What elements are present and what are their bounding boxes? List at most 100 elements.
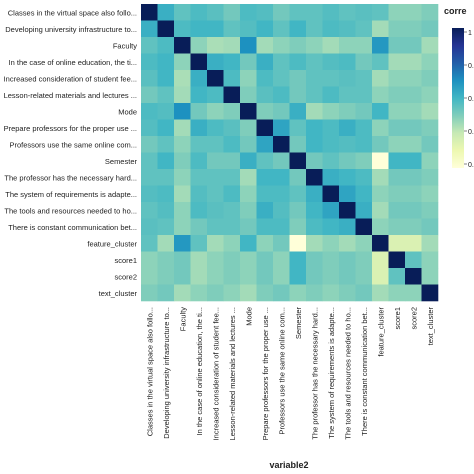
heatmap-cell xyxy=(240,152,257,170)
heatmap-cell xyxy=(405,136,422,153)
heatmap-cell xyxy=(190,20,208,38)
heatmap-cell xyxy=(207,53,224,71)
heatmap-cell xyxy=(141,202,158,219)
heatmap-cell xyxy=(273,70,290,87)
heatmap-cell xyxy=(388,20,406,38)
heatmap-cell xyxy=(289,70,307,87)
heatmap-cell xyxy=(355,103,373,120)
colorbar-tick-label: 0. xyxy=(468,162,474,169)
heatmap-cell xyxy=(355,20,373,38)
heatmap-cell xyxy=(421,218,439,236)
heatmap-cell xyxy=(190,235,208,252)
column-label: score2 xyxy=(409,307,418,330)
heatmap-cell xyxy=(322,185,340,203)
heatmap-cell xyxy=(339,53,356,71)
heatmap-cell xyxy=(339,20,356,38)
heatmap-cell xyxy=(141,53,158,71)
heatmap-cell xyxy=(355,284,373,302)
heatmap-cell xyxy=(355,169,373,186)
heatmap-cell xyxy=(190,152,208,170)
heatmap-cell xyxy=(240,70,257,87)
column-label: There is constant communication bet... xyxy=(360,307,369,436)
heatmap-cell xyxy=(421,4,439,21)
heatmap-cell xyxy=(141,20,158,38)
heatmap-cell xyxy=(339,152,356,170)
heatmap-cell xyxy=(355,37,373,54)
column-label: Increased consideration of student fee..… xyxy=(211,307,220,440)
row-label: Professors use the same online com... xyxy=(9,140,137,149)
row-label: Developing university infrastructure to.… xyxy=(5,25,137,34)
heatmap-cell xyxy=(157,53,175,71)
heatmap-cell xyxy=(141,235,158,252)
row-label: The tools and resources needed to ho... xyxy=(4,206,137,215)
heatmap-cell xyxy=(190,136,208,153)
heatmap-cell xyxy=(289,268,307,285)
heatmap-cell xyxy=(240,103,257,120)
heatmap-cell xyxy=(306,152,323,170)
heatmap-cell xyxy=(207,218,224,236)
heatmap-cell xyxy=(174,119,191,137)
heatmap-cells xyxy=(141,4,439,302)
heatmap-cell xyxy=(372,136,389,153)
row-label: Faculty xyxy=(113,41,137,50)
heatmap-cell xyxy=(405,53,422,71)
heatmap-cell xyxy=(157,70,175,87)
heatmap-cell xyxy=(223,152,241,170)
heatmap-cell xyxy=(141,4,158,21)
heatmap-cell xyxy=(190,86,208,104)
heatmap-cell xyxy=(289,136,307,153)
heatmap-cell xyxy=(174,251,191,269)
heatmap-cell xyxy=(372,169,389,186)
heatmap-cell xyxy=(306,86,323,104)
row-label: Lesson-related materials and lectures ..… xyxy=(4,91,137,100)
heatmap-cell xyxy=(256,185,274,203)
heatmap-cell xyxy=(405,20,422,38)
heatmap-cell xyxy=(306,185,323,203)
heatmap-cell xyxy=(157,202,175,219)
heatmap-cell xyxy=(141,86,158,104)
heatmap-cell xyxy=(322,202,340,219)
heatmap-cell xyxy=(322,284,340,302)
heatmap-cell xyxy=(421,37,439,54)
column-label: The system of requirements is adapte... xyxy=(327,307,336,439)
heatmap-cell xyxy=(405,185,422,203)
heatmap-cell xyxy=(207,235,224,252)
heatmap-cell xyxy=(339,202,356,219)
heatmap-cell xyxy=(388,218,406,236)
heatmap-cell xyxy=(240,251,257,269)
heatmap-cell xyxy=(223,70,241,87)
heatmap-cell xyxy=(388,4,406,21)
heatmap-cell xyxy=(388,152,406,170)
heatmap-cell xyxy=(223,136,241,153)
heatmap-cell xyxy=(256,152,274,170)
heatmap-cell xyxy=(339,251,356,269)
heatmap-cell xyxy=(405,268,422,285)
heatmap-cell xyxy=(339,284,356,302)
column-label: The professor has the necessary hard... xyxy=(310,307,319,440)
heatmap-cell xyxy=(190,103,208,120)
heatmap-cell xyxy=(190,185,208,203)
heatmap-cell xyxy=(207,136,224,153)
row-label: In the case of online education, the ti.… xyxy=(9,58,137,67)
heatmap-cell xyxy=(207,268,224,285)
heatmap-cell xyxy=(339,268,356,285)
heatmap-cell xyxy=(273,169,290,186)
colorbar-tick-label: 0. xyxy=(468,63,474,70)
heatmap-cell xyxy=(223,103,241,120)
column-label: score1 xyxy=(393,307,402,330)
heatmap-cell xyxy=(207,169,224,186)
heatmap-cell xyxy=(240,37,257,54)
heatmap-cell xyxy=(289,218,307,236)
heatmap-cell xyxy=(141,169,158,186)
heatmap-cell xyxy=(240,119,257,137)
heatmap-cell xyxy=(223,235,241,252)
heatmap-cell xyxy=(388,70,406,87)
heatmap-cell xyxy=(157,185,175,203)
heatmap-cell xyxy=(157,119,175,137)
heatmap-cell xyxy=(256,218,274,236)
heatmap-cell xyxy=(388,86,406,104)
heatmap-cell xyxy=(339,169,356,186)
heatmap-cell xyxy=(372,20,389,38)
heatmap-cell xyxy=(273,53,290,71)
heatmap-cell xyxy=(372,152,389,170)
